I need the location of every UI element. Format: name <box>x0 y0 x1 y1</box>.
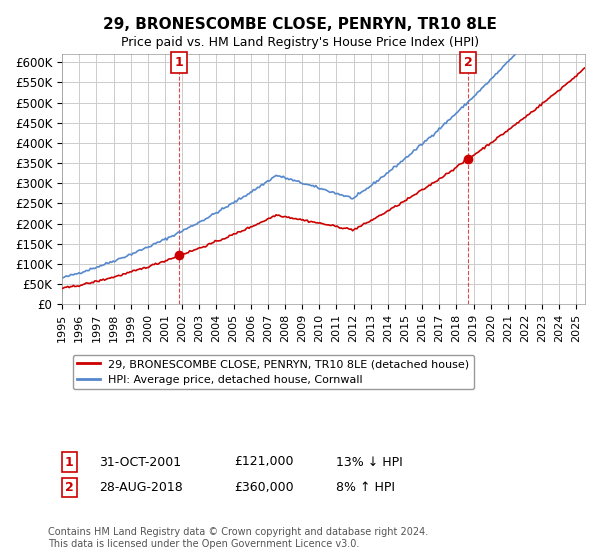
Text: Contains HM Land Registry data © Crown copyright and database right 2024.
This d: Contains HM Land Registry data © Crown c… <box>48 527 428 549</box>
Text: 31-OCT-2001: 31-OCT-2001 <box>99 455 181 469</box>
Text: 2: 2 <box>464 56 472 69</box>
Text: 8% ↑ HPI: 8% ↑ HPI <box>336 480 395 494</box>
Text: Price paid vs. HM Land Registry's House Price Index (HPI): Price paid vs. HM Land Registry's House … <box>121 36 479 49</box>
Text: 29, BRONESCOMBE CLOSE, PENRYN, TR10 8LE: 29, BRONESCOMBE CLOSE, PENRYN, TR10 8LE <box>103 17 497 32</box>
Text: 28-AUG-2018: 28-AUG-2018 <box>99 480 183 494</box>
Text: 1: 1 <box>175 56 184 69</box>
Text: 2: 2 <box>65 480 73 494</box>
Text: £121,000: £121,000 <box>234 455 293 469</box>
Legend: 29, BRONESCOMBE CLOSE, PENRYN, TR10 8LE (detached house), HPI: Average price, de: 29, BRONESCOMBE CLOSE, PENRYN, TR10 8LE … <box>73 354 474 389</box>
Text: £360,000: £360,000 <box>234 480 293 494</box>
Text: 13% ↓ HPI: 13% ↓ HPI <box>336 455 403 469</box>
Text: 1: 1 <box>65 455 73 469</box>
